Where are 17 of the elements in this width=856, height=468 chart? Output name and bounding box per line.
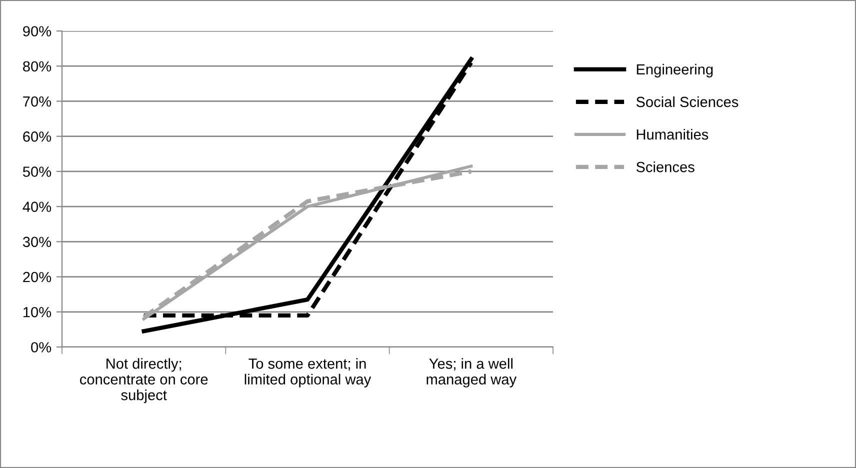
x-tick-label: To some extent; in limited optional way [244, 358, 372, 388]
y-tick-label: 20% [23, 272, 52, 282]
legend-label: Engineering [636, 64, 713, 78]
x-tick-label: Not directly; concentrate on core subject [80, 358, 208, 404]
y-tick-label: 0% [31, 342, 52, 352]
legend-label: Social Sciences [636, 96, 738, 108]
y-tick-label: 50% [22, 166, 52, 177]
x-tick-label: Yes; in a well managed way [426, 358, 517, 388]
y-tick-label: 70% [23, 96, 52, 107]
legend-label: Sciences [636, 162, 694, 172]
y-tick-label: 60% [23, 131, 52, 142]
y-tick-label: 80% [23, 61, 52, 72]
y-tick-label: 10% [24, 306, 52, 318]
y-tick-label: 40% [22, 202, 52, 212]
legend-label: Humanities [636, 128, 708, 140]
y-tick-label: 30% [22, 236, 52, 248]
y-tick-label: 90% [23, 26, 52, 36]
